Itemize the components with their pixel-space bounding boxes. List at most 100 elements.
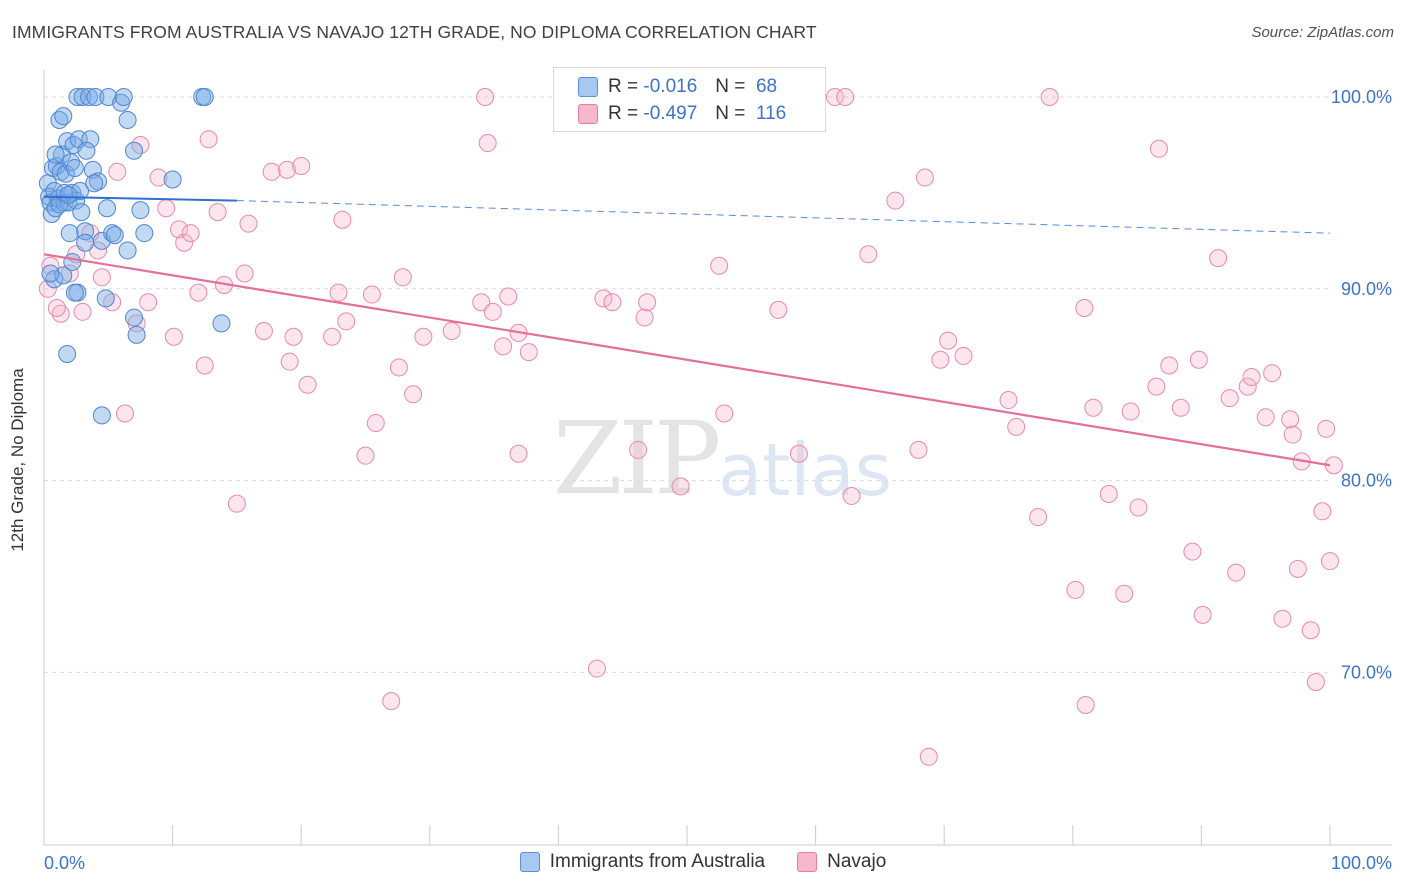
navajo-point (825, 88, 844, 106)
navajo-point (116, 404, 135, 423)
legend: Immigrants from Australia Navajo (0, 851, 1406, 873)
navajo-point (189, 283, 208, 302)
navajo-point (499, 287, 518, 306)
stats-r-label: R = (608, 76, 639, 97)
legend-item-australia[interactable]: Immigrants from Australia (519, 851, 765, 873)
navajo-point (41, 256, 60, 275)
navajo-point (1317, 419, 1336, 438)
y-tick-label: 80.0% (1341, 471, 1392, 491)
navajo-point (1040, 88, 1059, 106)
australia-point (46, 145, 65, 164)
australia-point (56, 164, 75, 183)
navajo-point (939, 331, 958, 350)
navajo-point (181, 224, 200, 243)
navajo-trend-line (43, 253, 1331, 467)
navajo-point (1220, 389, 1239, 408)
australia-point (65, 158, 84, 177)
australia-point (54, 107, 73, 126)
legend-swatch-australia (519, 852, 540, 872)
navajo-point (1238, 377, 1257, 396)
stats-r-value: -0.016 (643, 76, 698, 97)
navajo-point (842, 486, 861, 505)
navajo-point (603, 293, 622, 312)
navajo-point (635, 308, 654, 327)
australia-point (60, 224, 79, 243)
navajo-point (594, 289, 613, 308)
australia-point (92, 406, 111, 425)
navajo-point (769, 300, 788, 319)
navajo-point (108, 162, 127, 181)
navajo-point (587, 659, 606, 678)
x-tick-label: 0.0% (44, 853, 85, 873)
navajo-point (298, 375, 317, 394)
navajo-point (1209, 249, 1228, 268)
navajo-point (1189, 350, 1208, 369)
australia-point (63, 252, 82, 271)
australia-point (163, 170, 182, 189)
navajo-point (1193, 605, 1212, 624)
navajo-point (1149, 139, 1168, 158)
navajo-point (323, 327, 342, 346)
australia-point (125, 141, 144, 160)
navajo-point (1029, 508, 1048, 527)
navajo-point (1256, 408, 1275, 427)
australia-point (85, 174, 104, 193)
navajo-point (1084, 398, 1103, 417)
navajo-point (909, 440, 928, 459)
navajo-point (1263, 364, 1282, 383)
australia-point (103, 224, 122, 243)
navajo-point (638, 293, 657, 312)
navajo-point (1147, 377, 1166, 396)
navajo-point (1007, 417, 1026, 436)
navajo-point (494, 337, 513, 356)
australia-point (80, 88, 99, 106)
navajo-point (472, 293, 491, 312)
navajo-point (1129, 498, 1148, 517)
australia-point (135, 224, 154, 243)
navajo-point (356, 446, 375, 465)
navajo-point (195, 356, 214, 375)
navajo-point (278, 160, 297, 179)
navajo-point (164, 327, 183, 346)
navajo-point (1273, 609, 1292, 628)
navajo-point (476, 88, 495, 106)
navajo-point (1076, 696, 1095, 715)
navajo-point (149, 168, 168, 187)
navajo-point (139, 293, 158, 312)
navajo-point (38, 279, 57, 298)
navajo-point (1288, 559, 1307, 578)
navajo-point (1242, 368, 1261, 387)
chart-title: IMMIGRANTS FROM AUSTRALIA VS NAVAJO 12TH… (12, 22, 817, 42)
stats-r-label: R = (608, 103, 639, 124)
australia-trend-extension (236, 200, 1331, 234)
navajo-point (1115, 584, 1134, 603)
navajo-point (1306, 672, 1325, 691)
navajo-point (1160, 356, 1179, 375)
stats-n-value: 116 (755, 103, 787, 124)
navajo-point (1321, 552, 1339, 571)
australia-point (58, 345, 77, 364)
navajo-point (280, 352, 299, 371)
navajo-point (1075, 298, 1094, 317)
navajo-point (1099, 485, 1118, 504)
y-tick-label: 70.0% (1341, 662, 1392, 682)
navajo-point (1171, 398, 1190, 417)
navajo-point (886, 191, 905, 210)
australia-point (73, 88, 92, 106)
navajo-point (1183, 542, 1202, 561)
australia-point (212, 314, 231, 333)
navajo-point (208, 203, 227, 222)
navajo-point (859, 245, 878, 264)
stats-n-label: N = (715, 76, 746, 97)
navajo-point (366, 414, 385, 433)
navajo-point (1281, 410, 1300, 429)
australia-point (127, 325, 146, 344)
navajo-point (954, 346, 973, 365)
legend-item-navajo[interactable]: Navajo (797, 851, 886, 873)
australia-point (59, 185, 78, 204)
australia-point (96, 289, 115, 308)
source-label: Source: ZipAtlas.com (1251, 24, 1394, 41)
australia-point (86, 88, 105, 106)
navajo-point (915, 168, 934, 187)
